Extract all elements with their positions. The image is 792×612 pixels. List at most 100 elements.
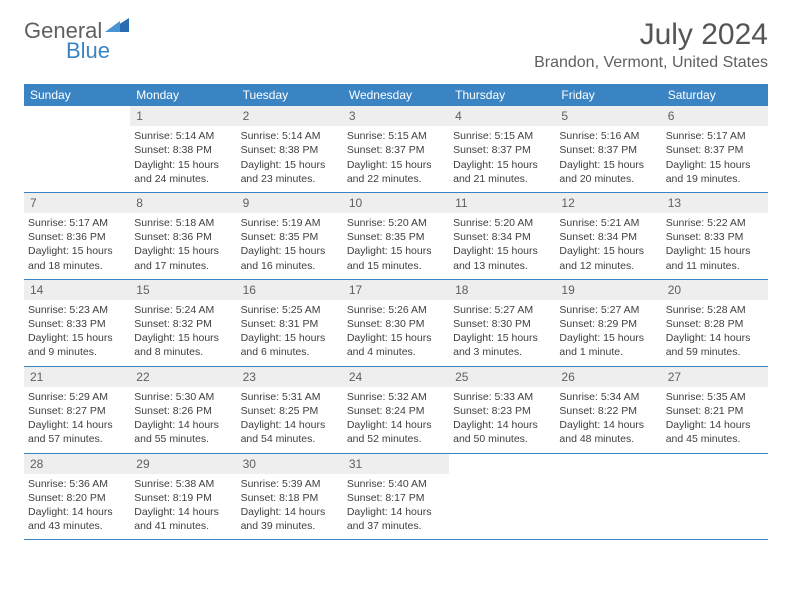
day-cell: .	[449, 454, 555, 540]
day-daylight: Daylight: 14 hours and 57 minutes.	[28, 418, 126, 446]
day-body: Sunrise: 5:24 AMSunset: 8:32 PMDaylight:…	[130, 300, 236, 366]
day-sunrise: Sunrise: 5:15 AM	[453, 129, 551, 143]
day-cell: 31Sunrise: 5:40 AMSunset: 8:17 PMDayligh…	[343, 454, 449, 540]
day-body: Sunrise: 5:17 AMSunset: 8:37 PMDaylight:…	[662, 126, 768, 192]
day-number: 17	[343, 280, 449, 300]
day-number: 28	[24, 454, 130, 474]
day-sunrise: Sunrise: 5:29 AM	[28, 390, 126, 404]
day-number: 16	[237, 280, 343, 300]
day-body: Sunrise: 5:16 AMSunset: 8:37 PMDaylight:…	[555, 126, 661, 192]
day-number: 9	[237, 193, 343, 213]
day-cell: 1Sunrise: 5:14 AMSunset: 8:38 PMDaylight…	[130, 106, 236, 192]
day-sunset: Sunset: 8:21 PM	[666, 404, 764, 418]
day-sunrise: Sunrise: 5:17 AM	[28, 216, 126, 230]
day-sunset: Sunset: 8:31 PM	[241, 317, 339, 331]
day-body: Sunrise: 5:36 AMSunset: 8:20 PMDaylight:…	[24, 474, 130, 540]
day-number: 25	[449, 367, 555, 387]
day-body: Sunrise: 5:32 AMSunset: 8:24 PMDaylight:…	[343, 387, 449, 453]
day-body: Sunrise: 5:21 AMSunset: 8:34 PMDaylight:…	[555, 213, 661, 279]
day-sunset: Sunset: 8:38 PM	[134, 143, 232, 157]
day-daylight: Daylight: 14 hours and 45 minutes.	[666, 418, 764, 446]
day-sunrise: Sunrise: 5:28 AM	[666, 303, 764, 317]
day-number: 27	[662, 367, 768, 387]
day-sunrise: Sunrise: 5:21 AM	[559, 216, 657, 230]
day-number: 23	[237, 367, 343, 387]
weeks-container: . 1Sunrise: 5:14 AMSunset: 8:38 PMDayligh…	[24, 106, 768, 540]
day-cell: 8Sunrise: 5:18 AMSunset: 8:36 PMDaylight…	[130, 193, 236, 279]
day-number: 20	[662, 280, 768, 300]
day-sunrise: Sunrise: 5:23 AM	[28, 303, 126, 317]
day-sunset: Sunset: 8:22 PM	[559, 404, 657, 418]
day-number: 24	[343, 367, 449, 387]
week-row: .1Sunrise: 5:14 AMSunset: 8:38 PMDayligh…	[24, 106, 768, 193]
day-daylight: Daylight: 15 hours and 16 minutes.	[241, 244, 339, 272]
day-number: 6	[662, 106, 768, 126]
day-sunset: Sunset: 8:32 PM	[134, 317, 232, 331]
month-title: July 2024	[534, 18, 768, 52]
day-cell: 20Sunrise: 5:28 AMSunset: 8:28 PMDayligh…	[662, 280, 768, 366]
day-sunrise: Sunrise: 5:16 AM	[559, 129, 657, 143]
day-sunrise: Sunrise: 5:15 AM	[347, 129, 445, 143]
day-cell: 5Sunrise: 5:16 AMSunset: 8:37 PMDaylight…	[555, 106, 661, 192]
day-daylight: Daylight: 14 hours and 54 minutes.	[241, 418, 339, 446]
day-cell: 23Sunrise: 5:31 AMSunset: 8:25 PMDayligh…	[237, 367, 343, 453]
day-daylight: Daylight: 14 hours and 50 minutes.	[453, 418, 551, 446]
title-block: July 2024 Brandon, Vermont, United State…	[534, 18, 768, 72]
day-sunrise: Sunrise: 5:20 AM	[347, 216, 445, 230]
day-body: Sunrise: 5:20 AMSunset: 8:34 PMDaylight:…	[449, 213, 555, 279]
day-sunset: Sunset: 8:38 PM	[241, 143, 339, 157]
day-cell: 4Sunrise: 5:15 AMSunset: 8:37 PMDaylight…	[449, 106, 555, 192]
day-sunset: Sunset: 8:17 PM	[347, 491, 445, 505]
day-number: 7	[24, 193, 130, 213]
weekday-header-row: Sunday Monday Tuesday Wednesday Thursday…	[24, 84, 768, 106]
day-cell: 13Sunrise: 5:22 AMSunset: 8:33 PMDayligh…	[662, 193, 768, 279]
day-sunset: Sunset: 8:36 PM	[134, 230, 232, 244]
day-daylight: Daylight: 15 hours and 20 minutes.	[559, 158, 657, 186]
page-header: GeneralBlue July 2024 Brandon, Vermont, …	[0, 0, 792, 76]
day-sunset: Sunset: 8:18 PM	[241, 491, 339, 505]
day-sunset: Sunset: 8:20 PM	[28, 491, 126, 505]
day-cell: 24Sunrise: 5:32 AMSunset: 8:24 PMDayligh…	[343, 367, 449, 453]
day-cell: 17Sunrise: 5:26 AMSunset: 8:30 PMDayligh…	[343, 280, 449, 366]
day-daylight: Daylight: 15 hours and 13 minutes.	[453, 244, 551, 272]
day-sunrise: Sunrise: 5:18 AM	[134, 216, 232, 230]
day-body: Sunrise: 5:27 AMSunset: 8:30 PMDaylight:…	[449, 300, 555, 366]
day-number: 29	[130, 454, 236, 474]
day-sunset: Sunset: 8:36 PM	[28, 230, 126, 244]
day-sunset: Sunset: 8:34 PM	[559, 230, 657, 244]
day-number: 14	[24, 280, 130, 300]
day-body: Sunrise: 5:14 AMSunset: 8:38 PMDaylight:…	[237, 126, 343, 192]
day-daylight: Daylight: 15 hours and 22 minutes.	[347, 158, 445, 186]
day-daylight: Daylight: 15 hours and 17 minutes.	[134, 244, 232, 272]
day-cell: 10Sunrise: 5:20 AMSunset: 8:35 PMDayligh…	[343, 193, 449, 279]
day-sunrise: Sunrise: 5:33 AM	[453, 390, 551, 404]
day-sunset: Sunset: 8:33 PM	[666, 230, 764, 244]
day-sunset: Sunset: 8:26 PM	[134, 404, 232, 418]
day-body: Sunrise: 5:38 AMSunset: 8:19 PMDaylight:…	[130, 474, 236, 540]
day-sunset: Sunset: 8:37 PM	[559, 143, 657, 157]
day-daylight: Daylight: 15 hours and 21 minutes.	[453, 158, 551, 186]
day-daylight: Daylight: 15 hours and 23 minutes.	[241, 158, 339, 186]
day-daylight: Daylight: 15 hours and 4 minutes.	[347, 331, 445, 359]
day-sunset: Sunset: 8:33 PM	[28, 317, 126, 331]
day-sunset: Sunset: 8:37 PM	[666, 143, 764, 157]
day-cell: 16Sunrise: 5:25 AMSunset: 8:31 PMDayligh…	[237, 280, 343, 366]
day-cell: 2Sunrise: 5:14 AMSunset: 8:38 PMDaylight…	[237, 106, 343, 192]
weekday-cell: Saturday	[662, 84, 768, 106]
day-cell: 21Sunrise: 5:29 AMSunset: 8:27 PMDayligh…	[24, 367, 130, 453]
day-sunrise: Sunrise: 5:35 AM	[666, 390, 764, 404]
day-sunrise: Sunrise: 5:32 AM	[347, 390, 445, 404]
day-body: Sunrise: 5:22 AMSunset: 8:33 PMDaylight:…	[662, 213, 768, 279]
day-body: Sunrise: 5:29 AMSunset: 8:27 PMDaylight:…	[24, 387, 130, 453]
day-sunset: Sunset: 8:24 PM	[347, 404, 445, 418]
day-body: Sunrise: 5:14 AMSunset: 8:38 PMDaylight:…	[130, 126, 236, 192]
day-sunrise: Sunrise: 5:40 AM	[347, 477, 445, 491]
day-daylight: Daylight: 14 hours and 59 minutes.	[666, 331, 764, 359]
location-text: Brandon, Vermont, United States	[534, 54, 768, 72]
day-sunset: Sunset: 8:29 PM	[559, 317, 657, 331]
day-sunrise: Sunrise: 5:22 AM	[666, 216, 764, 230]
day-cell: 14Sunrise: 5:23 AMSunset: 8:33 PMDayligh…	[24, 280, 130, 366]
day-number: 1	[130, 106, 236, 126]
day-number: 15	[130, 280, 236, 300]
day-daylight: Daylight: 15 hours and 24 minutes.	[134, 158, 232, 186]
